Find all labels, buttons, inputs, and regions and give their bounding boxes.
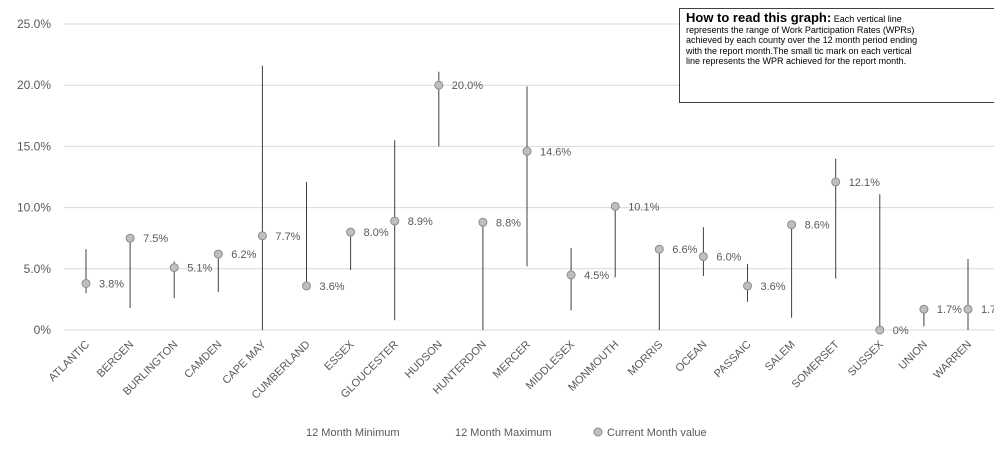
data-label: 10.1% <box>628 201 659 213</box>
data-label: 20.0% <box>452 80 483 92</box>
data-label: 8.6% <box>805 220 830 232</box>
current-marker <box>346 227 356 237</box>
y-tick-label: 20.0% <box>17 78 51 92</box>
current-marker <box>875 325 885 335</box>
note-line-1: Each vertical line <box>833 14 902 24</box>
data-label: 3.6% <box>761 281 786 293</box>
data-label: 14.6% <box>540 146 571 158</box>
data-label: 5.1% <box>187 263 212 275</box>
current-marker <box>963 304 973 314</box>
current-markers <box>81 80 973 335</box>
y-tick-label: 5.0% <box>24 262 52 276</box>
current-marker <box>743 281 752 291</box>
legend: 12 Month Minimum 12 Month Maximum Current … <box>306 427 707 439</box>
note-title: How to read this graph: <box>686 10 832 25</box>
current-marker <box>919 304 929 314</box>
current-marker <box>302 281 311 291</box>
data-label: 1.7 <box>981 304 994 316</box>
data-label: 12.1% <box>849 177 880 189</box>
current-marker <box>478 217 488 227</box>
note-line-4: with the report month.The small tic mark… <box>686 45 912 56</box>
legend-min-label: 12 Month Minimum <box>306 427 400 439</box>
legend-max-label: 12 Month Maximum <box>455 427 552 439</box>
data-label: 6.2% <box>231 249 256 261</box>
current-marker <box>831 177 841 187</box>
data-label: 1.7% <box>937 304 962 316</box>
legend-current-label: Current Month value <box>607 427 707 439</box>
current-marker <box>390 216 400 226</box>
data-label: 7.7% <box>275 231 300 243</box>
data-label: 6.0% <box>716 252 741 264</box>
current-marker <box>698 252 708 262</box>
current-marker <box>566 270 576 280</box>
y-tick-label: 0% <box>34 323 52 337</box>
y-tick-label: 25.0% <box>17 17 51 31</box>
data-label: 3.6% <box>320 281 345 293</box>
y-axis-ticks: 0% 5.0% 10.0% 15.0% 20.0% 25.0% <box>17 17 51 337</box>
data-label: 7.5% <box>143 233 168 245</box>
note-line-2: represents the range of Work Participati… <box>686 24 915 35</box>
data-label: 0% <box>893 325 909 337</box>
y-tick-label: 15.0% <box>17 139 51 153</box>
legend-current-marker <box>593 427 603 437</box>
current-marker <box>257 231 267 241</box>
data-label: 8.9% <box>408 216 433 228</box>
how-to-read-note: How to read this graph: Each vertical li… <box>679 8 994 103</box>
current-marker <box>169 263 179 273</box>
current-marker <box>125 233 135 243</box>
current-marker <box>81 278 91 288</box>
current-marker <box>213 249 223 259</box>
current-marker <box>610 201 620 211</box>
note-line-3: achieved by each county over the 12 mont… <box>686 35 918 45</box>
current-marker <box>434 80 444 90</box>
data-label: 4.5% <box>584 270 609 282</box>
current-marker <box>787 220 797 230</box>
y-tick-label: 10.0% <box>17 201 51 215</box>
data-label: 3.8% <box>99 278 124 290</box>
data-label: 8.8% <box>496 217 521 229</box>
data-label: 8.0% <box>364 227 389 239</box>
data-labels: 3.8% 7.5% 5.1% 6.2% 7.7% 3.6% 8.0% 8.9% 20.0% 8.8… <box>99 80 994 337</box>
data-label: 6.6% <box>672 244 697 256</box>
note-line-5: line represents the WPR achieved for the… <box>686 56 907 66</box>
current-marker <box>522 146 532 156</box>
current-marker <box>654 244 664 254</box>
